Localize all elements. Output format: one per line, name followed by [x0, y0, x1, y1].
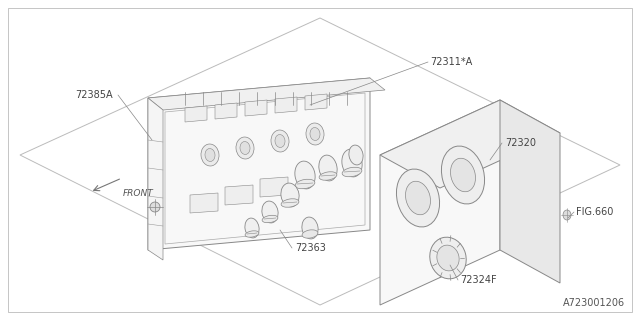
Ellipse shape — [319, 155, 337, 181]
Ellipse shape — [271, 130, 289, 152]
Ellipse shape — [150, 202, 160, 212]
Ellipse shape — [236, 137, 254, 159]
Polygon shape — [20, 18, 620, 305]
Text: 72320: 72320 — [505, 138, 536, 148]
Polygon shape — [245, 100, 267, 116]
Ellipse shape — [302, 217, 318, 239]
Ellipse shape — [262, 215, 278, 223]
Ellipse shape — [302, 230, 318, 238]
Ellipse shape — [342, 167, 362, 177]
Ellipse shape — [281, 199, 299, 207]
Text: FIG.660: FIG.660 — [576, 207, 613, 217]
Ellipse shape — [442, 146, 484, 204]
Polygon shape — [305, 94, 327, 110]
Polygon shape — [165, 93, 365, 244]
Ellipse shape — [306, 123, 324, 145]
Text: 72363: 72363 — [295, 243, 326, 253]
Polygon shape — [148, 78, 370, 250]
Text: A723001206: A723001206 — [563, 298, 625, 308]
Ellipse shape — [240, 141, 250, 155]
Polygon shape — [225, 185, 253, 205]
Polygon shape — [148, 78, 385, 110]
Polygon shape — [380, 100, 560, 188]
Ellipse shape — [396, 169, 440, 227]
Ellipse shape — [275, 134, 285, 148]
Ellipse shape — [563, 210, 571, 220]
Polygon shape — [190, 193, 218, 213]
Polygon shape — [275, 97, 297, 113]
Ellipse shape — [319, 172, 337, 180]
Ellipse shape — [262, 201, 278, 223]
Text: 72324F: 72324F — [460, 275, 497, 285]
Ellipse shape — [406, 181, 431, 215]
Ellipse shape — [430, 237, 466, 279]
Ellipse shape — [295, 161, 315, 189]
Polygon shape — [215, 103, 237, 119]
Ellipse shape — [245, 231, 259, 237]
Polygon shape — [148, 98, 163, 260]
Text: 72385A: 72385A — [75, 90, 113, 100]
Ellipse shape — [349, 145, 363, 165]
Ellipse shape — [437, 245, 459, 271]
Ellipse shape — [342, 149, 362, 177]
Ellipse shape — [245, 218, 259, 238]
Text: 72311*A: 72311*A — [430, 57, 472, 67]
Polygon shape — [260, 177, 288, 197]
Ellipse shape — [201, 144, 219, 166]
Ellipse shape — [295, 179, 315, 189]
Polygon shape — [380, 100, 500, 305]
Text: FRONT: FRONT — [123, 188, 154, 197]
Ellipse shape — [310, 127, 320, 140]
Polygon shape — [185, 106, 207, 122]
Ellipse shape — [281, 183, 299, 207]
Ellipse shape — [451, 158, 476, 192]
Polygon shape — [500, 100, 560, 283]
Ellipse shape — [205, 148, 215, 162]
